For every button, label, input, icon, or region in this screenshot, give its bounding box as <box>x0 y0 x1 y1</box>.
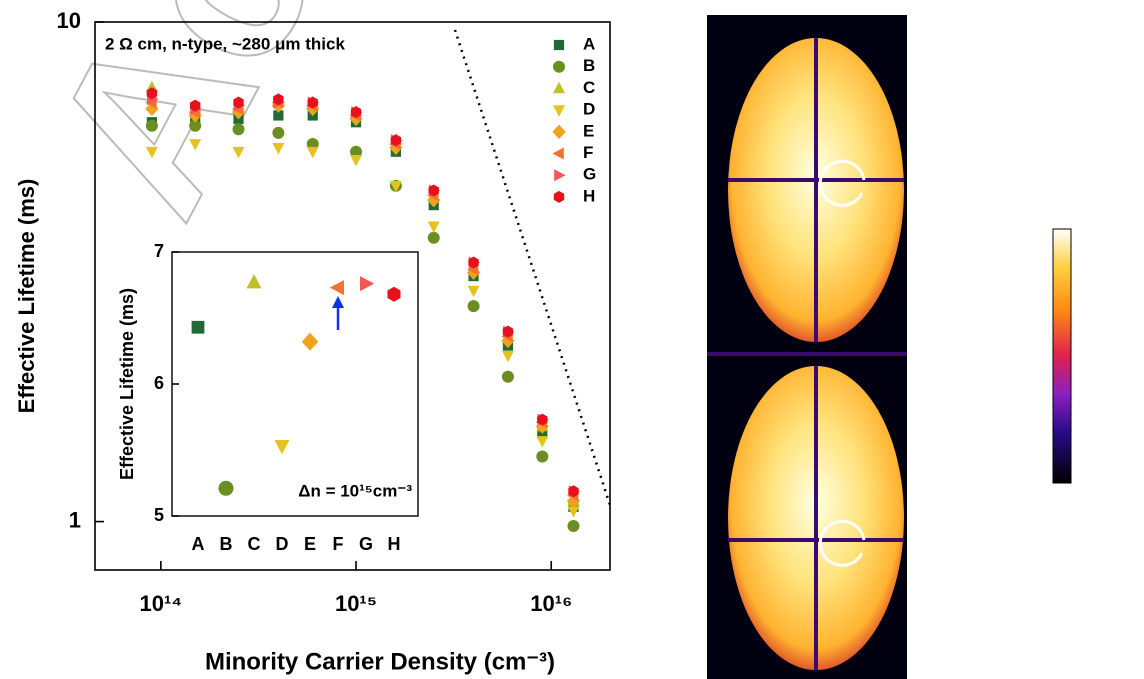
x-tick-label: F <box>333 534 344 554</box>
colorbar <box>1052 228 1072 484</box>
marker <box>387 286 401 302</box>
marker <box>537 413 548 426</box>
y-tick-label: 1 <box>69 507 81 532</box>
marker <box>568 485 579 498</box>
legend-label: F <box>583 143 593 162</box>
marker <box>390 134 402 147</box>
marker <box>272 126 285 139</box>
marker <box>567 519 580 532</box>
y-tick-label: 7 <box>154 241 164 261</box>
marker <box>567 506 580 518</box>
legend-marker <box>553 39 565 51</box>
inset-annotation: Δn = 10¹⁵cm⁻³ <box>298 481 412 500</box>
marker <box>467 300 480 313</box>
marker <box>501 350 514 363</box>
x-tick-label: 10¹⁴ <box>139 591 182 616</box>
marker <box>273 93 284 106</box>
legend-marker <box>553 60 565 73</box>
legend-marker <box>553 105 565 117</box>
legend-label: A <box>583 34 595 53</box>
marker <box>232 146 245 159</box>
inset-frame <box>171 251 419 517</box>
rotation-arrow <box>818 519 866 567</box>
x-tick-label: H <box>388 534 401 554</box>
legend-label: B <box>583 56 595 75</box>
y-tick-label: 10 <box>57 8 81 33</box>
marker <box>428 184 439 197</box>
arrow-head <box>332 296 344 308</box>
marker <box>307 96 318 109</box>
marker <box>233 96 244 109</box>
marker <box>273 110 284 121</box>
marker <box>191 320 205 334</box>
y-tick-label: 5 <box>154 505 164 525</box>
plot-frame <box>94 21 611 571</box>
marker <box>467 285 480 298</box>
marker <box>350 154 363 167</box>
legend-label: H <box>583 186 595 205</box>
marker <box>329 280 344 296</box>
marker <box>232 123 245 136</box>
marker <box>536 436 549 448</box>
x-tick-label: G <box>359 534 373 554</box>
y-tick-label: 6 <box>154 373 164 393</box>
marker <box>389 140 403 156</box>
x-tick-label: A <box>192 534 205 554</box>
rotation-arrow <box>818 159 866 207</box>
legend-marker <box>553 190 565 203</box>
inset-y-label: Effective Lifetime (ms) <box>117 288 137 480</box>
x-tick-label: 10¹⁵ <box>335 591 377 616</box>
marker <box>246 274 262 289</box>
marker <box>360 276 375 292</box>
marker <box>427 221 440 233</box>
legend-label: C <box>583 78 595 97</box>
marker <box>536 450 549 463</box>
marker <box>427 231 440 244</box>
marker <box>427 192 441 208</box>
x-tick-label: C <box>248 534 261 554</box>
marker <box>350 145 363 158</box>
marker <box>145 146 158 159</box>
legend-marker <box>552 124 566 139</box>
x-tick-label: E <box>304 534 316 554</box>
inset-chart: Effective Lifetime (ms) Δn = 10¹⁵cm⁻³ 5 6… <box>117 241 419 554</box>
legend-label: D <box>583 100 595 119</box>
marker <box>218 480 234 496</box>
marker <box>145 119 158 132</box>
pl-image <box>707 15 1072 679</box>
marker <box>301 332 319 351</box>
marker <box>146 87 158 100</box>
marker <box>274 440 290 455</box>
marker <box>468 256 479 269</box>
x-tick-label: 10¹⁶ <box>530 591 572 616</box>
marker <box>189 139 202 151</box>
marker <box>502 325 514 338</box>
legend-marker <box>552 147 564 160</box>
annotation: 2 Ω cm, n-type, ~280 μm thick <box>105 34 345 53</box>
marker <box>190 99 201 112</box>
x-tick-label: B <box>220 534 233 554</box>
marker <box>350 106 362 119</box>
legend-label: E <box>583 121 594 140</box>
x-tick-label: D <box>276 534 289 554</box>
x-axis-label: Minority Carrier Density (cm⁻³) <box>205 648 555 675</box>
legend-label: G <box>583 165 596 184</box>
marker <box>189 119 202 132</box>
marker <box>306 146 319 159</box>
marker <box>272 143 285 155</box>
legend-marker <box>554 169 566 182</box>
y-axis-label: Effective Lifetime (ms) <box>14 179 39 414</box>
marker <box>501 370 514 383</box>
legend-marker <box>553 81 565 94</box>
marker <box>389 181 402 193</box>
